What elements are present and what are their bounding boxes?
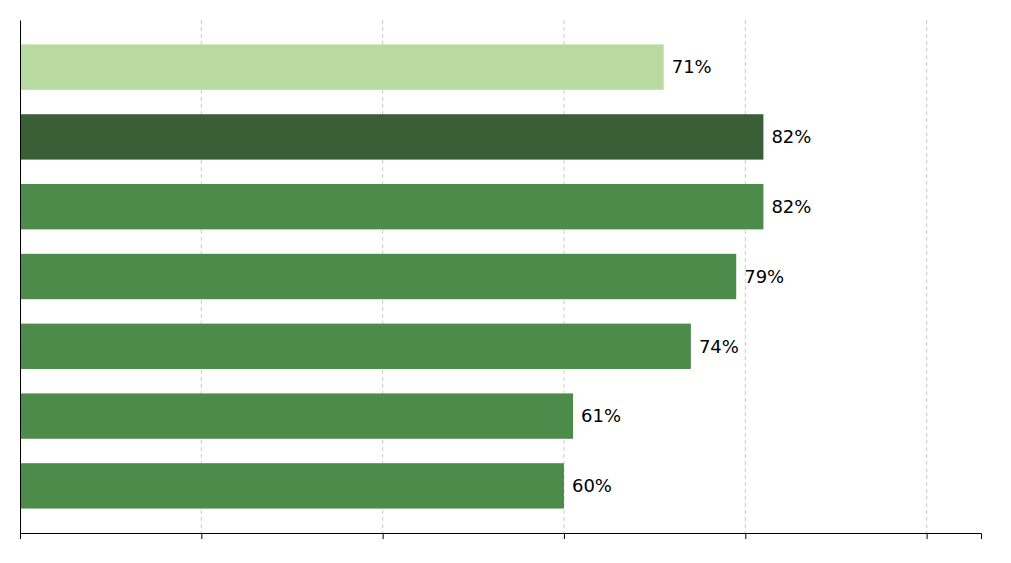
x-tick-mark — [927, 533, 928, 539]
x-tick — [383, 533, 384, 539]
data-label: 82% — [771, 126, 811, 147]
data-label: 71% — [672, 56, 712, 77]
plot: 71% 82% 82% 79% 74% 61% 60% — [20, 20, 982, 539]
data-label: 82% — [771, 196, 811, 217]
x-tick — [745, 533, 746, 539]
bar — [20, 114, 763, 159]
y-axis-line — [20, 21, 21, 534]
x-tick — [927, 533, 928, 539]
bars — [20, 44, 763, 508]
x-axis-line — [21, 534, 982, 540]
x-tick — [564, 533, 565, 539]
bar — [20, 254, 736, 299]
grid-line — [926, 20, 927, 533]
y-axis — [20, 21, 22, 534]
x-tick-mark — [383, 533, 384, 539]
chart: 71% 82% 82% 79% 74% 61% 60% — [0, 0, 1011, 563]
bar — [20, 463, 564, 508]
data-labels: 71% 82% 82% 79% 74% 61% 60% — [572, 56, 811, 496]
data-label: 61% — [581, 405, 621, 426]
data-label: 74% — [699, 336, 739, 357]
x-tick-mark — [745, 533, 746, 539]
x-tick-mark — [201, 533, 202, 539]
bar — [20, 393, 573, 438]
x-tick — [201, 533, 202, 539]
bar — [20, 44, 664, 89]
bar — [20, 324, 691, 369]
x-tick-mark — [564, 533, 565, 539]
data-label: 79% — [744, 266, 784, 287]
bar — [20, 184, 763, 229]
x-axis — [21, 533, 982, 539]
data-label: 60% — [572, 475, 612, 496]
